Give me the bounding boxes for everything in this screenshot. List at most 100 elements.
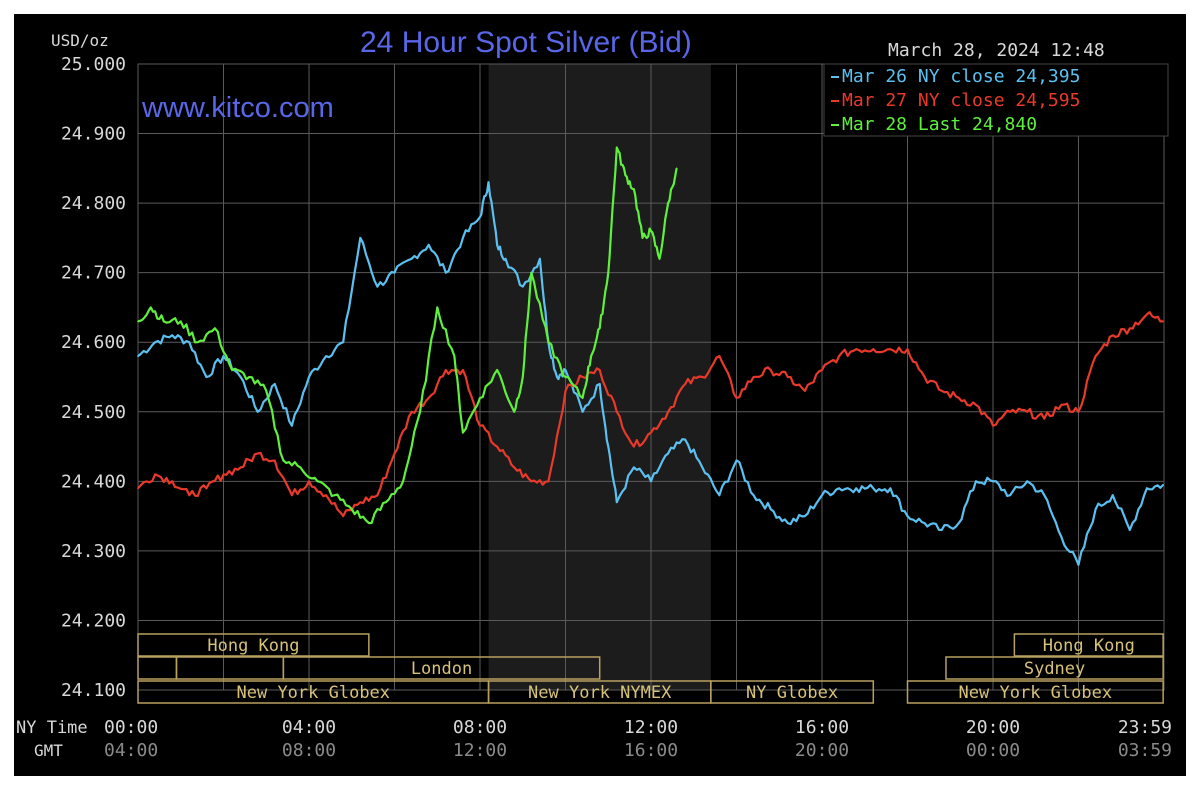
data-point — [923, 376, 926, 378]
data-point — [556, 376, 558, 378]
x-tick-label-ny: 23:59 — [1118, 717, 1172, 738]
data-point — [239, 376, 242, 378]
session-box — [1013, 633, 1164, 657]
data-point — [350, 508, 353, 510]
data-point — [752, 494, 755, 497]
data-point — [598, 327, 601, 330]
data-point — [940, 390, 943, 392]
data-point — [1146, 313, 1148, 316]
data-point — [376, 285, 379, 288]
data-point — [992, 480, 994, 483]
data-point — [402, 480, 404, 483]
price-chart: Hong Kong London New York Globex New York N… — [14, 14, 1186, 776]
data-point — [923, 522, 926, 524]
data-point — [1077, 564, 1080, 566]
session-label: Sydney — [1024, 659, 1085, 679]
y-axis-ticks: 25.000 24.900 24.800 24.700 24.600 24.500 24.4… — [61, 54, 126, 701]
data-point — [787, 522, 789, 524]
x-tick-label-gmt: 08:00 — [282, 740, 336, 761]
x-tick-label-gmt: 03:59 — [1118, 740, 1172, 761]
data-point — [564, 376, 567, 378]
data-point — [530, 480, 533, 483]
data-point — [496, 445, 498, 448]
price-series — [137, 146, 1164, 566]
data-point — [1009, 494, 1011, 497]
y-tick-label: 24.600 — [61, 332, 126, 353]
data-point — [838, 355, 840, 357]
session-box — [710, 680, 875, 704]
data-point — [265, 390, 268, 392]
data-point — [590, 355, 592, 357]
data-point — [906, 515, 909, 517]
data-point — [479, 216, 481, 218]
data-point — [1026, 480, 1028, 483]
data-point — [521, 285, 524, 288]
data-point — [393, 452, 396, 455]
data-point — [137, 487, 139, 490]
data-point — [239, 466, 242, 469]
x-tick-label-ny: 12:00 — [624, 717, 678, 738]
data-point — [855, 348, 857, 350]
data-point — [325, 494, 327, 497]
data-point — [1162, 484, 1164, 486]
data-point — [1111, 334, 1114, 337]
data-point — [256, 410, 259, 413]
data-point — [872, 348, 875, 350]
data-point — [154, 473, 156, 476]
y-tick-label: 24.700 — [61, 263, 126, 284]
data-point — [701, 466, 704, 469]
data-point — [633, 188, 635, 190]
session-box — [137, 633, 370, 657]
y-tick-label: 24.200 — [61, 610, 126, 631]
data-point — [1111, 494, 1114, 497]
data-point — [171, 334, 173, 337]
data-point — [650, 230, 652, 232]
data-point — [427, 244, 430, 246]
data-point — [222, 473, 225, 476]
x-tick-label-gmt: 00:00 — [966, 740, 1020, 761]
data-point — [197, 341, 199, 344]
data-point — [299, 466, 302, 469]
data-point — [214, 327, 216, 330]
data-point — [1026, 410, 1028, 413]
data-point — [1043, 417, 1046, 420]
data-point — [205, 487, 208, 490]
data-point — [445, 369, 447, 371]
data-point — [607, 271, 610, 274]
data-point — [282, 459, 285, 462]
data-point — [633, 445, 635, 448]
legend-box — [823, 63, 1169, 137]
data-point — [547, 480, 550, 483]
x-row-label-ny: NY Time — [16, 718, 88, 738]
data-point — [436, 306, 439, 309]
data-point — [419, 410, 421, 413]
market-sessions: Hong Kong London New York Globex New York N… — [137, 633, 1164, 704]
data-point — [1129, 529, 1131, 531]
data-point — [308, 480, 310, 483]
session-label: New York Globex — [959, 683, 1113, 703]
x-tick-label-gmt: 12:00 — [453, 740, 507, 761]
series-line-3 — [137, 146, 678, 525]
data-point — [453, 355, 456, 357]
data-point — [188, 341, 191, 344]
data-point — [889, 348, 892, 350]
data-point — [427, 397, 430, 399]
data-point — [325, 355, 327, 357]
x-tick-label-ny: 16:00 — [795, 717, 849, 738]
data-point — [718, 355, 721, 357]
session-label: NY Globex — [746, 683, 838, 703]
data-point — [171, 480, 173, 483]
legend-entry-mar26: Mar 26 NY close 24,395 — [842, 66, 1080, 87]
x-tick-label-ny: 20:00 — [966, 717, 1020, 738]
data-point — [633, 466, 635, 469]
x-tick-label-gmt: 04:00 — [104, 740, 158, 761]
data-point — [616, 146, 618, 149]
data-point — [598, 369, 601, 371]
y-tick-label: 24.500 — [61, 402, 126, 423]
data-point — [658, 257, 661, 260]
data-point — [889, 487, 892, 490]
data-point — [1129, 327, 1131, 330]
data-point — [872, 487, 875, 490]
data-point — [333, 494, 336, 497]
data-point — [1094, 508, 1097, 510]
